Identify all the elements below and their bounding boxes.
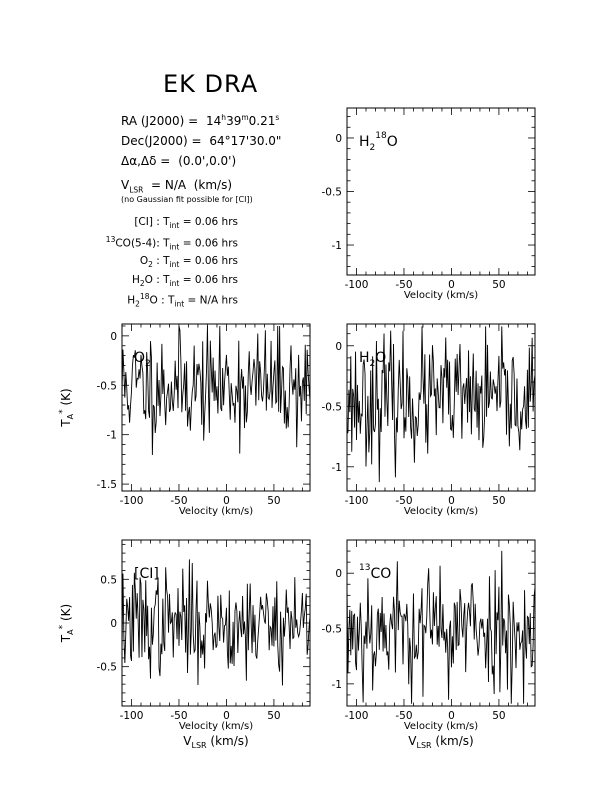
panel-line-label-h2o: H2O [359, 350, 386, 369]
y-tick-label: -0.5 [322, 401, 343, 413]
x-tick-label: -50 [170, 495, 187, 507]
dec-line: Dec(J2000) = 64°17'30.0" [121, 134, 281, 148]
dec-label: Dec(J2000) = [121, 134, 202, 148]
x-axis-label: Velocity (km/s) [179, 721, 253, 732]
x-axis-label: Velocity (km/s) [179, 506, 253, 517]
spectrum-line-13co [346, 550, 536, 704]
offset-line: Δα,Δδ = (0.0',0.0') [121, 154, 236, 168]
x-tick-label: 50 [492, 495, 505, 507]
spectrum-line-o2 [121, 325, 311, 456]
panel-line-label-h2-18o: H218O [359, 131, 398, 153]
x-tick-label: -50 [395, 710, 412, 722]
spectrum-line-ci [121, 559, 311, 686]
y-axis-label: TA* (K) [58, 388, 75, 427]
y-tick-label: 0 [335, 133, 342, 145]
x-tick-label: -100 [345, 279, 369, 291]
y-axis-label: TA* (K) [58, 604, 75, 643]
y-tick-label: -1 [332, 462, 342, 474]
tint-ci: [CI] : Tint = 0.06 hrs [134, 216, 238, 231]
offset-label: Δα,Δδ = [121, 154, 171, 168]
y-tick-label: -0.5 [322, 624, 343, 636]
x-tick-label: 50 [267, 710, 280, 722]
x-axis-label: Velocity (km/s) [404, 506, 478, 517]
panel-frame-o2 [121, 323, 311, 492]
tint-o2: O2 : Tint = 0.06 hrs [139, 255, 238, 270]
tint-13co: 13CO(5-4): Tint = 0.06 hrs [105, 235, 238, 252]
x-tick-label: -50 [170, 710, 187, 722]
y-tick-label: -1 [332, 240, 342, 252]
ra-value: 14h39m0.21s [206, 113, 280, 128]
bottom-vlsr-label: VLSR (km/s) [183, 734, 248, 750]
y-tick-label: -0.5 [97, 662, 118, 674]
x-tick-label: -50 [395, 279, 412, 291]
y-tick-label: -0.5 [97, 380, 118, 392]
ra-line: RA (J2000) = 14h39m0.21s [121, 113, 279, 128]
dec-value: 64°17'30.0" [209, 134, 282, 148]
offset-value: (0.0',0.0') [178, 154, 237, 168]
bottom-vlsr-label: VLSR (km/s) [408, 734, 473, 750]
x-tick-label: -100 [345, 495, 369, 507]
vlsr-line: VLSR = N/A (km/s) [121, 178, 233, 195]
y-tick-label: 0 [335, 568, 342, 580]
x-tick-label: 0 [223, 710, 230, 722]
spectrum-line-h2o [346, 326, 536, 483]
x-tick-label: 50 [492, 279, 505, 291]
panel-line-label-13co: 13CO [359, 563, 391, 582]
y-tick-label: 0 [335, 341, 342, 353]
x-tick-label: 50 [267, 495, 280, 507]
y-tick-label: 0.5 [100, 574, 117, 586]
x-tick-label: 0 [448, 710, 455, 722]
y-tick-label: 0 [110, 618, 117, 630]
y-tick-label: 0 [110, 331, 117, 343]
ra-label: RA (J2000) = [121, 114, 199, 128]
panel-frame-h2o [346, 323, 536, 492]
tint-h2o: H2O : Tint = 0.06 hrs [131, 274, 238, 289]
y-tick-label: -1.5 [97, 479, 118, 491]
y-tick-label: -1 [107, 430, 117, 442]
x-tick-label: 0 [448, 279, 455, 291]
x-axis-label: Velocity (km/s) [404, 290, 478, 301]
x-tick-label: -100 [120, 710, 144, 722]
tint-h218o: H218O : Tint = N/A hrs [127, 292, 238, 309]
vlsr-note: (no Gaussian fit possible for [CI]) [121, 195, 253, 204]
panel-line-label-ci: [CI] [134, 566, 159, 582]
x-tick-label: -100 [345, 710, 369, 722]
x-tick-label: 50 [492, 710, 505, 722]
x-tick-label: 0 [223, 495, 230, 507]
x-tick-label: -50 [395, 495, 412, 507]
x-axis-label: Velocity (km/s) [404, 721, 478, 732]
x-tick-label: -100 [120, 495, 144, 507]
x-tick-label: 0 [448, 495, 455, 507]
panel-frame-ci [121, 539, 311, 707]
y-tick-label: -1 [332, 679, 342, 691]
object-title: EK DRA [163, 70, 259, 98]
y-tick-label: -0.5 [322, 187, 343, 199]
